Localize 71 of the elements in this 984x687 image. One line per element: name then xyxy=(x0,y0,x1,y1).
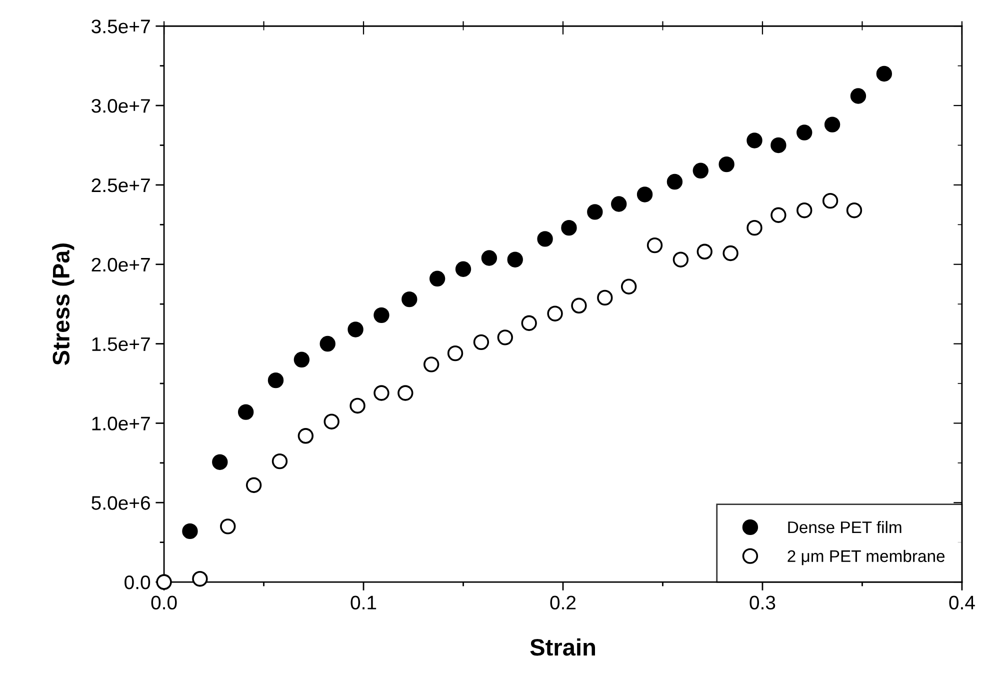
y-tick-label: 0.0 xyxy=(124,575,150,590)
point xyxy=(447,345,464,362)
point xyxy=(876,66,892,82)
point xyxy=(455,261,472,277)
legend-label: 2 μm PET membrane xyxy=(788,550,945,566)
point xyxy=(850,88,866,104)
point xyxy=(718,156,734,172)
y-tick-label: 3.5e+7 xyxy=(92,20,150,34)
point xyxy=(423,356,440,372)
y-tick-label: 5.0e+6 xyxy=(92,496,150,510)
point xyxy=(537,231,553,247)
point xyxy=(507,252,523,268)
point xyxy=(272,453,288,470)
point xyxy=(246,477,262,493)
point xyxy=(846,202,862,218)
point xyxy=(324,414,340,430)
y-axis-title: Stress (Pa) xyxy=(52,244,74,366)
point xyxy=(238,404,254,420)
point xyxy=(770,137,786,154)
point xyxy=(320,336,336,352)
point xyxy=(481,250,498,266)
x-tick-label: 0.4 xyxy=(949,596,975,610)
point xyxy=(796,124,812,140)
point xyxy=(587,204,603,220)
point xyxy=(646,237,663,254)
point xyxy=(692,162,708,178)
point xyxy=(746,132,762,148)
point xyxy=(268,372,284,388)
legend-label: Dense PET film xyxy=(788,520,902,534)
x-tick-label: 0.0 xyxy=(151,596,177,610)
point xyxy=(473,334,490,350)
point xyxy=(220,518,236,534)
y-tick-label: 3.0e+7 xyxy=(92,98,150,113)
point xyxy=(429,270,446,286)
point xyxy=(672,252,689,268)
y-tick-label: 2.0e+7 xyxy=(92,258,150,272)
point xyxy=(696,244,712,260)
point xyxy=(398,385,414,401)
point xyxy=(746,220,762,236)
point xyxy=(350,398,366,414)
point xyxy=(212,454,228,470)
point xyxy=(824,116,840,132)
point xyxy=(620,278,637,294)
x-tick-label: 0.3 xyxy=(750,596,776,610)
y-tick-label: 1.5e+7 xyxy=(92,337,150,352)
point xyxy=(547,306,563,322)
x-tick-label: 0.2 xyxy=(550,596,576,610)
point xyxy=(796,202,812,218)
point xyxy=(374,385,390,401)
point xyxy=(722,245,738,262)
point xyxy=(192,571,208,587)
point xyxy=(294,352,310,368)
x-axis-title: Strain xyxy=(530,638,595,656)
point xyxy=(497,330,513,346)
point xyxy=(298,428,314,444)
point xyxy=(521,315,537,331)
point xyxy=(636,186,653,202)
y-tick-label: 1.0e+7 xyxy=(92,416,150,430)
point xyxy=(348,322,364,338)
point xyxy=(402,291,418,308)
x-tick-label: 0.1 xyxy=(350,596,376,610)
point xyxy=(770,207,786,223)
point xyxy=(182,523,198,540)
point xyxy=(561,220,577,236)
point xyxy=(374,307,390,324)
y-tick-label: 2.5e+7 xyxy=(92,178,150,192)
point xyxy=(666,174,683,190)
point xyxy=(822,192,838,209)
point xyxy=(571,298,587,314)
point xyxy=(611,196,627,212)
point xyxy=(597,290,613,306)
